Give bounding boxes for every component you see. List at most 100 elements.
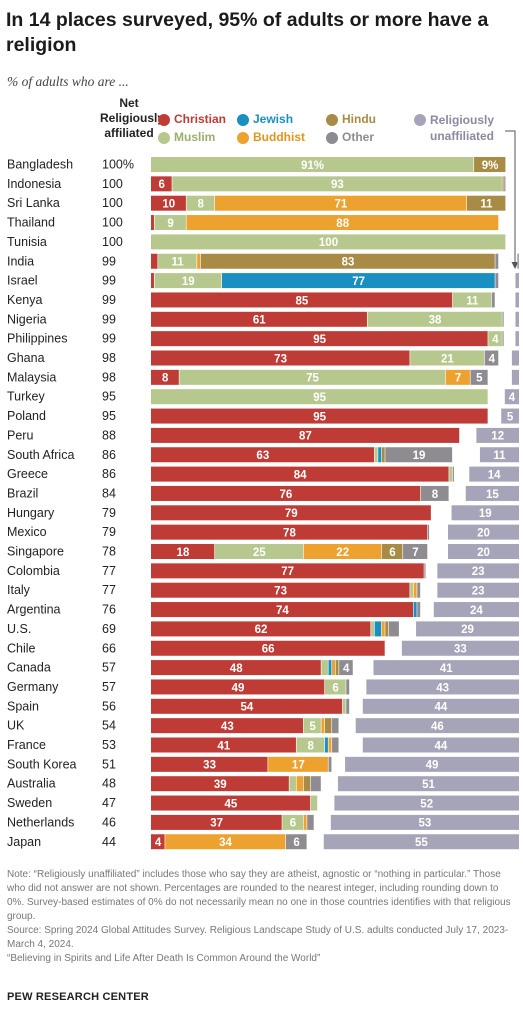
net-value: 84 bbox=[102, 486, 116, 500]
bar-other bbox=[332, 718, 339, 734]
data-label-unaffiliated: 43 bbox=[436, 682, 449, 694]
data-label-christian: 77 bbox=[281, 566, 294, 578]
net-value: 86 bbox=[102, 448, 116, 462]
bar-christian bbox=[151, 485, 421, 501]
bar-muslim bbox=[282, 814, 304, 830]
data-label-muslim: 6 bbox=[332, 682, 338, 694]
data-label-unaffiliated: 12 bbox=[491, 431, 504, 443]
net-value: 95 bbox=[102, 409, 116, 423]
legend-hindu: Hindu bbox=[342, 112, 376, 126]
bar-jewish bbox=[378, 447, 382, 463]
country-label: Japan bbox=[7, 835, 41, 849]
bar-christian bbox=[151, 505, 431, 521]
bar-unaffiliated bbox=[345, 756, 519, 772]
bar-other bbox=[307, 814, 314, 830]
country-label: Singapore bbox=[7, 545, 64, 559]
net-value: 100 bbox=[102, 177, 123, 191]
bar-unaffiliated bbox=[504, 389, 519, 405]
data-label-christian: 62 bbox=[255, 624, 268, 636]
data-label-unaffiliated: 44 bbox=[435, 702, 448, 714]
net-value: 98 bbox=[102, 370, 116, 384]
data-label-unaffiliated: 52 bbox=[420, 798, 433, 810]
row-poland: Poland 95 95 5 bbox=[7, 408, 519, 424]
data-label-muslim: 19 bbox=[182, 276, 195, 288]
bar-buddhist bbox=[165, 834, 286, 850]
legend-dot-hindu bbox=[326, 114, 338, 126]
country-label: Australia bbox=[7, 777, 56, 791]
country-label: Malaysia bbox=[7, 370, 56, 384]
country-label: Canada bbox=[7, 661, 51, 675]
net-value: 57 bbox=[102, 680, 116, 694]
row-turkey: Turkey 95 95 4 bbox=[7, 389, 519, 405]
legend-dot-unaffiliated bbox=[414, 114, 426, 126]
bar-other bbox=[427, 524, 430, 540]
bar-other bbox=[417, 602, 421, 618]
row-italy: Italy 77 73 23 bbox=[7, 582, 519, 598]
bar-muslim bbox=[151, 157, 474, 172]
row-bangladesh: Bangladesh 100% 91% 9% bbox=[7, 157, 506, 172]
data-label-muslim: 75 bbox=[306, 373, 319, 385]
bar-muslim bbox=[303, 718, 321, 734]
bar-unaffiliated bbox=[323, 834, 519, 850]
row-germany: Germany 57 49 6 43 bbox=[7, 679, 519, 695]
bar-muslim bbox=[342, 698, 346, 714]
bar-unaffiliated bbox=[469, 466, 519, 482]
bar-unaffiliated bbox=[433, 602, 519, 618]
row-singapore: Singapore 78 18 25 22 6 7 20 bbox=[7, 544, 519, 559]
bar-jewish bbox=[222, 273, 495, 289]
row-israel: Israel 99 19 77 bbox=[7, 273, 519, 289]
bar-other bbox=[504, 176, 506, 192]
data-label-unaffiliated: 49 bbox=[426, 760, 439, 772]
legend-dot-christian bbox=[158, 114, 170, 126]
bar-christian bbox=[151, 273, 154, 289]
net-value: 66 bbox=[102, 641, 116, 655]
data-label-muslim: 95 bbox=[313, 392, 326, 404]
bar-christian bbox=[151, 737, 296, 753]
legend-unaffiliated: Religiously unaffiliated bbox=[430, 113, 495, 143]
data-label-christian: 95 bbox=[313, 411, 326, 423]
bar-christian bbox=[151, 718, 304, 734]
row-sri-lanka: Sri Lanka 100 10 8 71 11 bbox=[7, 195, 506, 211]
net-value: 100 bbox=[102, 216, 123, 230]
row-mexico: Mexico 79 78 20 bbox=[7, 524, 519, 540]
data-label-unaffiliated: 33 bbox=[454, 644, 467, 656]
data-label-unaffiliated: 23 bbox=[472, 586, 485, 598]
country-label: Netherlands bbox=[7, 815, 74, 829]
bar-buddhist bbox=[296, 776, 304, 792]
stacked-bar-chart: Bangladesh 100% 91% 9% Indonesia 100 6 93 Sri La… bbox=[7, 130, 519, 850]
bar-unaffiliated bbox=[416, 621, 519, 637]
data-label-hindu: 83 bbox=[342, 257, 355, 269]
bar-christian bbox=[151, 466, 449, 482]
data-label-christian: 8 bbox=[162, 373, 169, 385]
row-argentina: Argentina 76 74 24 bbox=[7, 602, 519, 618]
bar-christian bbox=[151, 524, 428, 540]
bar-unaffiliated bbox=[437, 582, 519, 598]
data-label-jewish: 77 bbox=[352, 276, 365, 288]
bar-unaffiliated bbox=[515, 311, 519, 327]
data-label-unaffiliated: 11 bbox=[493, 450, 506, 462]
data-label-buddhist: 17 bbox=[292, 760, 305, 772]
row-kenya: Kenya 99 85 11 bbox=[7, 292, 519, 308]
data-label-unaffiliated: 29 bbox=[461, 624, 474, 636]
bar-unaffiliated bbox=[511, 350, 519, 366]
data-label-muslim: 9 bbox=[167, 218, 173, 230]
data-label-christian: 43 bbox=[221, 721, 234, 733]
legend-buddhist: Buddhist bbox=[253, 130, 305, 144]
row-peru: Peru 88 87 12 bbox=[7, 427, 519, 443]
bar-christian bbox=[151, 582, 410, 598]
bar-muslim bbox=[367, 311, 502, 327]
row-greece: Greece 86 84 14 bbox=[7, 466, 519, 482]
country-label: South Korea bbox=[7, 757, 77, 771]
country-label: Colombia bbox=[7, 564, 60, 578]
bar-other bbox=[417, 582, 421, 598]
data-label-muslim: 21 bbox=[441, 353, 454, 365]
bar-unaffiliated bbox=[515, 331, 519, 347]
bar-muslim bbox=[452, 292, 492, 308]
data-label-christian: 63 bbox=[256, 450, 269, 462]
data-label-christian: 4 bbox=[155, 837, 162, 849]
net-value: 77 bbox=[102, 564, 116, 578]
country-label: India bbox=[7, 254, 34, 268]
data-label-muslim: 8 bbox=[197, 199, 204, 211]
bar-muslim bbox=[172, 176, 502, 192]
row-colombia: Colombia 77 77 23 bbox=[7, 563, 519, 579]
